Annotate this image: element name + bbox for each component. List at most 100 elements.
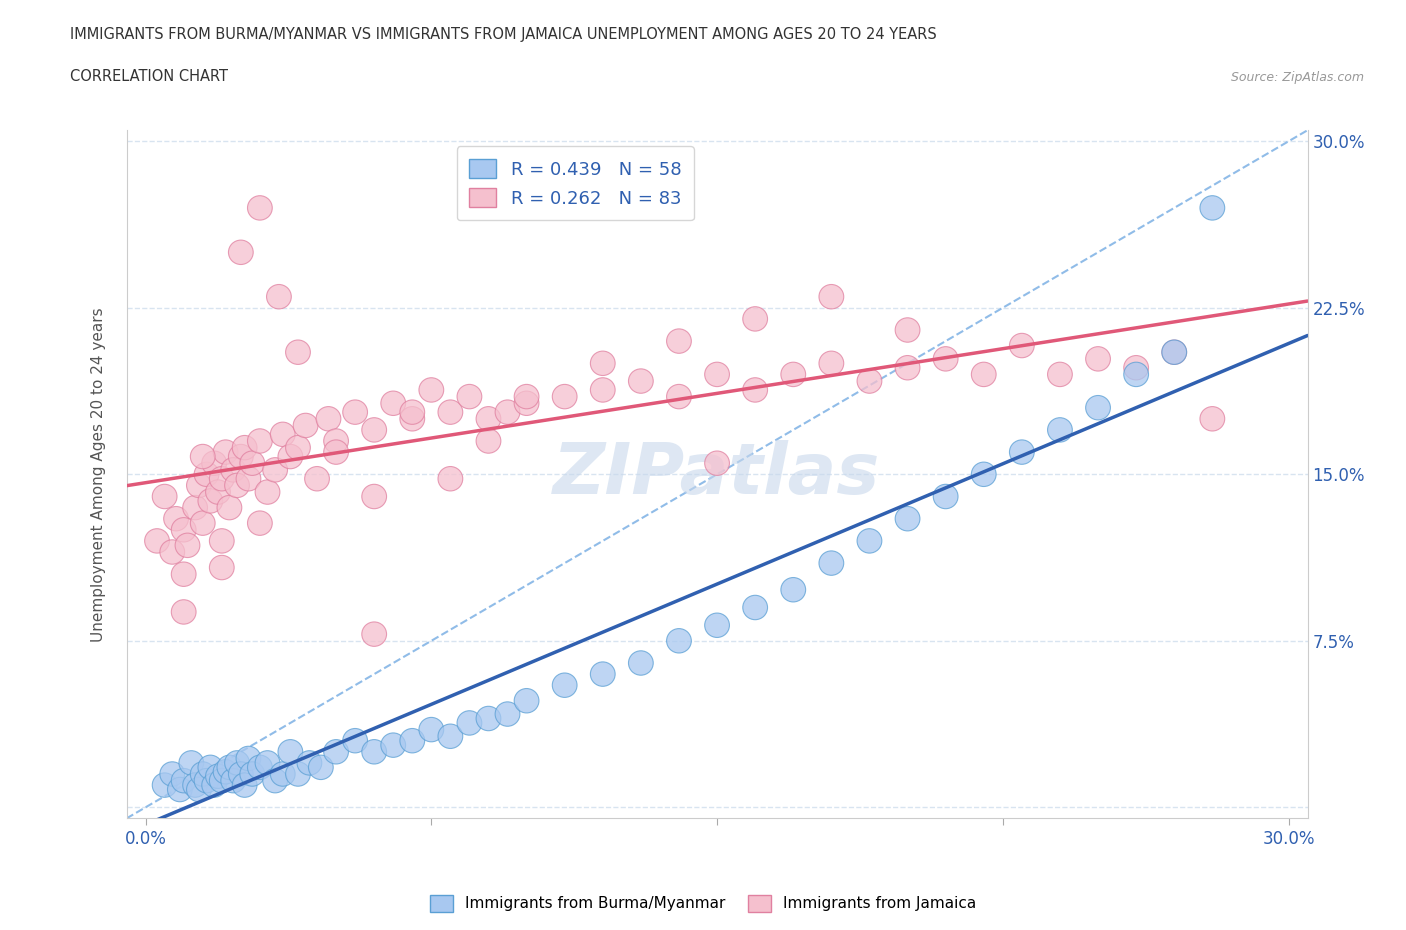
- Ellipse shape: [232, 435, 257, 459]
- Ellipse shape: [225, 473, 249, 498]
- Ellipse shape: [228, 762, 253, 786]
- Ellipse shape: [228, 445, 253, 469]
- Ellipse shape: [232, 773, 257, 797]
- Ellipse shape: [381, 391, 405, 416]
- Ellipse shape: [187, 473, 211, 498]
- Ellipse shape: [666, 329, 692, 353]
- Ellipse shape: [439, 724, 463, 749]
- Ellipse shape: [439, 467, 463, 491]
- Ellipse shape: [1161, 340, 1187, 365]
- Ellipse shape: [247, 429, 273, 453]
- Ellipse shape: [972, 462, 995, 486]
- Ellipse shape: [742, 307, 768, 331]
- Ellipse shape: [1010, 333, 1035, 358]
- Ellipse shape: [247, 511, 273, 536]
- Ellipse shape: [267, 285, 291, 309]
- Ellipse shape: [1047, 362, 1073, 387]
- Ellipse shape: [145, 528, 169, 553]
- Ellipse shape: [221, 458, 246, 482]
- Ellipse shape: [285, 435, 311, 459]
- Ellipse shape: [1047, 418, 1073, 442]
- Ellipse shape: [553, 673, 576, 698]
- Ellipse shape: [263, 458, 287, 482]
- Ellipse shape: [934, 347, 957, 371]
- Legend: R = 0.439   N = 58, R = 0.262   N = 83: R = 0.439 N = 58, R = 0.262 N = 83: [457, 146, 695, 220]
- Ellipse shape: [1123, 355, 1149, 380]
- Ellipse shape: [214, 440, 238, 464]
- Ellipse shape: [419, 717, 444, 742]
- Ellipse shape: [1123, 362, 1149, 387]
- Ellipse shape: [217, 496, 242, 520]
- Ellipse shape: [553, 384, 576, 409]
- Ellipse shape: [972, 362, 995, 387]
- Ellipse shape: [439, 400, 463, 424]
- Ellipse shape: [240, 451, 264, 475]
- Ellipse shape: [225, 751, 249, 775]
- Text: Source: ZipAtlas.com: Source: ZipAtlas.com: [1230, 71, 1364, 84]
- Ellipse shape: [780, 362, 806, 387]
- Ellipse shape: [190, 445, 215, 469]
- Ellipse shape: [179, 751, 204, 775]
- Ellipse shape: [818, 551, 844, 576]
- Ellipse shape: [198, 489, 222, 513]
- Ellipse shape: [896, 318, 920, 342]
- Ellipse shape: [896, 507, 920, 531]
- Ellipse shape: [316, 406, 340, 431]
- Ellipse shape: [254, 751, 280, 775]
- Ellipse shape: [194, 768, 219, 793]
- Ellipse shape: [278, 445, 302, 469]
- Ellipse shape: [858, 369, 882, 393]
- Ellipse shape: [780, 578, 806, 602]
- Ellipse shape: [190, 511, 215, 536]
- Ellipse shape: [209, 528, 235, 553]
- Ellipse shape: [263, 768, 287, 793]
- Ellipse shape: [1161, 340, 1187, 365]
- Legend: Immigrants from Burma/Myanmar, Immigrants from Jamaica: Immigrants from Burma/Myanmar, Immigrant…: [423, 889, 983, 918]
- Ellipse shape: [591, 378, 616, 402]
- Ellipse shape: [209, 768, 235, 793]
- Ellipse shape: [176, 533, 200, 558]
- Ellipse shape: [361, 622, 387, 646]
- Ellipse shape: [704, 451, 730, 475]
- Ellipse shape: [167, 777, 193, 802]
- Text: IMMIGRANTS FROM BURMA/MYANMAR VS IMMIGRANTS FROM JAMAICA UNEMPLOYMENT AMONG AGES: IMMIGRANTS FROM BURMA/MYANMAR VS IMMIGRA…: [70, 27, 936, 42]
- Ellipse shape: [1010, 440, 1035, 464]
- Ellipse shape: [308, 755, 333, 779]
- Ellipse shape: [742, 595, 768, 619]
- Ellipse shape: [457, 711, 482, 735]
- Ellipse shape: [495, 702, 520, 726]
- Ellipse shape: [172, 600, 195, 624]
- Ellipse shape: [221, 768, 246, 793]
- Ellipse shape: [818, 352, 844, 376]
- Ellipse shape: [160, 762, 184, 786]
- Ellipse shape: [419, 378, 444, 402]
- Ellipse shape: [399, 728, 425, 753]
- Ellipse shape: [172, 768, 195, 793]
- Ellipse shape: [270, 762, 295, 786]
- Ellipse shape: [818, 285, 844, 309]
- Ellipse shape: [1085, 395, 1111, 420]
- Ellipse shape: [236, 467, 262, 491]
- Ellipse shape: [152, 485, 177, 509]
- Ellipse shape: [209, 555, 235, 579]
- Ellipse shape: [704, 613, 730, 637]
- Ellipse shape: [297, 751, 322, 775]
- Ellipse shape: [190, 762, 215, 786]
- Ellipse shape: [399, 400, 425, 424]
- Ellipse shape: [934, 485, 957, 509]
- Ellipse shape: [205, 480, 231, 504]
- Ellipse shape: [270, 422, 295, 446]
- Ellipse shape: [666, 384, 692, 409]
- Ellipse shape: [399, 406, 425, 431]
- Ellipse shape: [704, 362, 730, 387]
- Ellipse shape: [457, 384, 482, 409]
- Text: CORRELATION CHART: CORRELATION CHART: [70, 69, 228, 84]
- Ellipse shape: [591, 352, 616, 376]
- Ellipse shape: [361, 485, 387, 509]
- Ellipse shape: [1199, 195, 1225, 220]
- Ellipse shape: [628, 651, 654, 675]
- Ellipse shape: [278, 739, 302, 764]
- Ellipse shape: [152, 773, 177, 797]
- Ellipse shape: [294, 413, 318, 438]
- Ellipse shape: [240, 762, 264, 786]
